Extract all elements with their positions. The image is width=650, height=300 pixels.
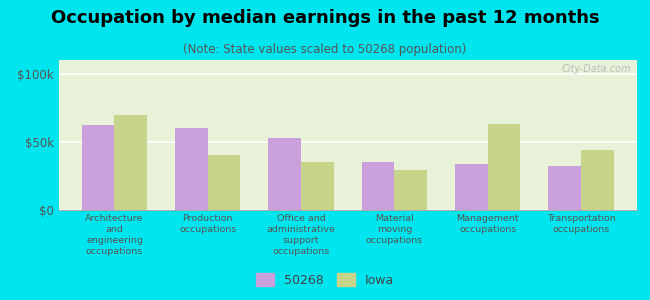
Bar [455, 164, 488, 210]
Bar [301, 162, 333, 210]
Bar [549, 167, 581, 210]
Bar [362, 162, 395, 210]
Bar [114, 115, 147, 210]
Bar [488, 124, 521, 210]
Bar [208, 155, 240, 210]
Text: City-Data.com: City-Data.com [562, 64, 631, 74]
Bar [175, 128, 208, 210]
Text: (Note: State values scaled to 50268 population): (Note: State values scaled to 50268 popu… [183, 44, 467, 56]
Bar [82, 125, 114, 210]
Bar [268, 138, 301, 210]
Text: Occupation by median earnings in the past 12 months: Occupation by median earnings in the pas… [51, 9, 599, 27]
Legend: 50268, Iowa: 50268, Iowa [252, 270, 398, 291]
Bar [395, 170, 427, 210]
Bar [581, 150, 614, 210]
